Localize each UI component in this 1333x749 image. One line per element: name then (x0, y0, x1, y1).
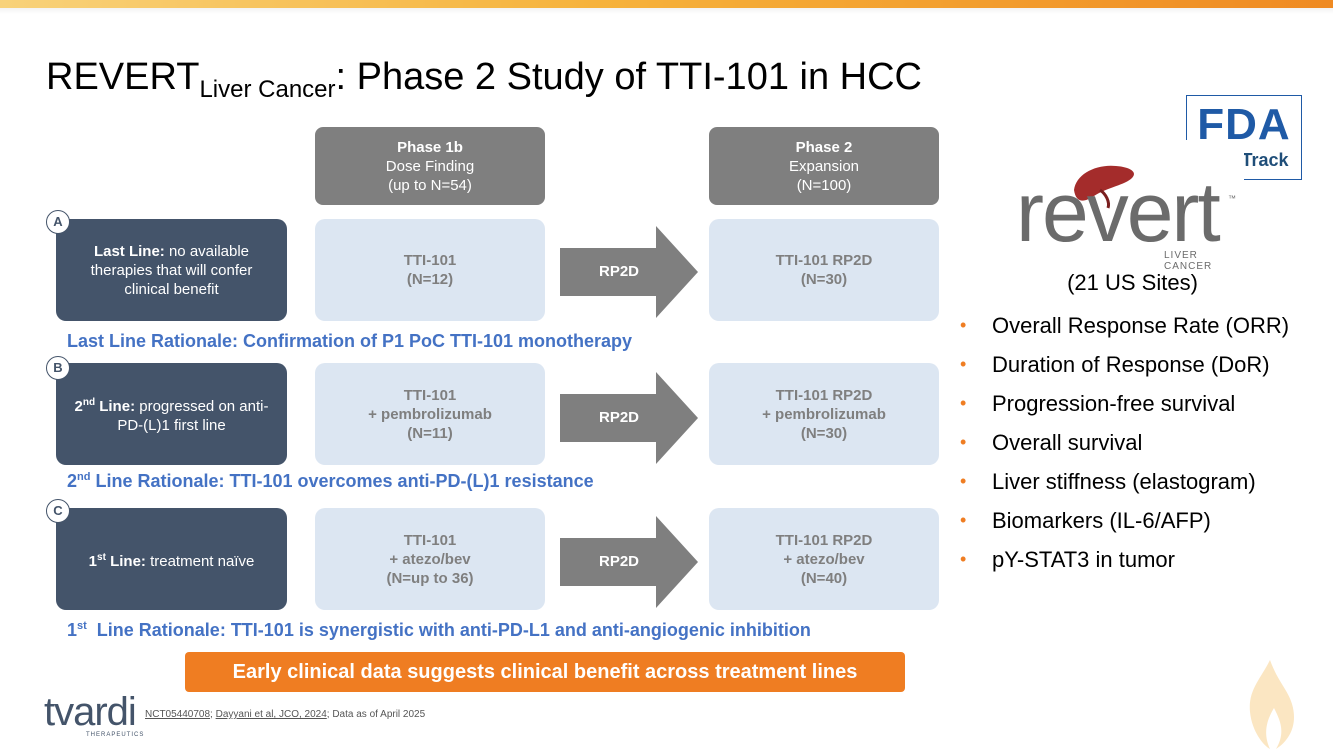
reference-link-jco[interactable]: Dayyani et al, JCO, 2024 (215, 709, 327, 720)
last-line-rationale: Last Line Rationale: Confirmation of P1 … (67, 331, 633, 351)
endpoint-item: • Biomarkers (IL-6/AFP) (960, 508, 1211, 533)
second-line-box: 2nd Line: progressed on anti-PD-(L)1 fir… (56, 363, 287, 465)
rp2d-arrow-a: RP2D (560, 226, 698, 318)
phase2-arm-c-cell: TTI-101 RP2D + atezo/bev (N=40) (709, 508, 939, 610)
endpoint-item: • Overall survival (960, 430, 1143, 455)
phase1b-arm-a-cell: TTI-101 (N=12) (315, 219, 545, 321)
phase-1b-header: Phase 1b Dose Finding (up to N=54) (315, 127, 545, 205)
first-line-box: 1st Line: treatment naïve (56, 508, 287, 610)
last-line-box: Last Line: no available therapies that w… (56, 219, 287, 321)
phase2-arm-b-cell: TTI-101 RP2D + pembrolizumab (N=30) (709, 363, 939, 465)
endpoint-item: • Progression-free survival (960, 391, 1236, 416)
flame-watermark-icon (1249, 660, 1295, 749)
endpoint-item: • Duration of Response (DoR) (960, 352, 1270, 377)
arm-a-badge: A (46, 210, 70, 234)
phase1b-arm-b-cell: TTI-101 + pembrolizumab (N=11) (315, 363, 545, 465)
endpoint-item: • Overall Response Rate (ORR) (960, 313, 1290, 338)
rp2d-arrow-c: RP2D (560, 516, 698, 608)
phase1b-arm-c-cell: TTI-101 + atezo/bev (N=up to 36) (315, 508, 545, 610)
arm-b-badge: B (46, 356, 70, 380)
footnote-references: NCT05440708; Dayyani et al, JCO, 2024; D… (145, 709, 426, 720)
tvardi-logo: tvardi THERAPEUTICS (44, 690, 145, 738)
revert-liver-cancer-logo: revert ™ LIVER CANCER (1012, 140, 1244, 282)
us-sites-label: (21 US Sites) (1067, 270, 1198, 295)
endpoint-item: • pY-STAT3 in tumor (960, 547, 1175, 572)
rp2d-arrow-b: RP2D (560, 372, 698, 464)
top-accent-bar (0, 0, 1333, 8)
endpoint-item: • Liver stiffness (elastogram) (960, 469, 1256, 494)
reference-link-nct[interactable]: NCT05440708 (145, 709, 211, 720)
slide-title: REVERTLiver Cancer: Phase 2 Study of TTI… (46, 56, 922, 103)
phase2-arm-a-cell: TTI-101 RP2D (N=30) (709, 219, 939, 321)
arm-c-badge: C (46, 499, 70, 523)
liver-icon (1074, 165, 1135, 209)
conclusion-banner: Early clinical data suggests clinical be… (185, 652, 905, 692)
top-accent-shadow (0, 8, 1333, 14)
first-line-rationale: 1st Line Rationale: TTI-101 is synergist… (67, 620, 811, 640)
phase-2-header: Phase 2 Expansion (N=100) (709, 127, 939, 205)
endpoints-list: • Overall Response Rate (ORR) • Duration o… (960, 312, 1310, 585)
second-line-rationale: 2nd Line Rationale: TTI-101 overcomes an… (67, 471, 594, 491)
